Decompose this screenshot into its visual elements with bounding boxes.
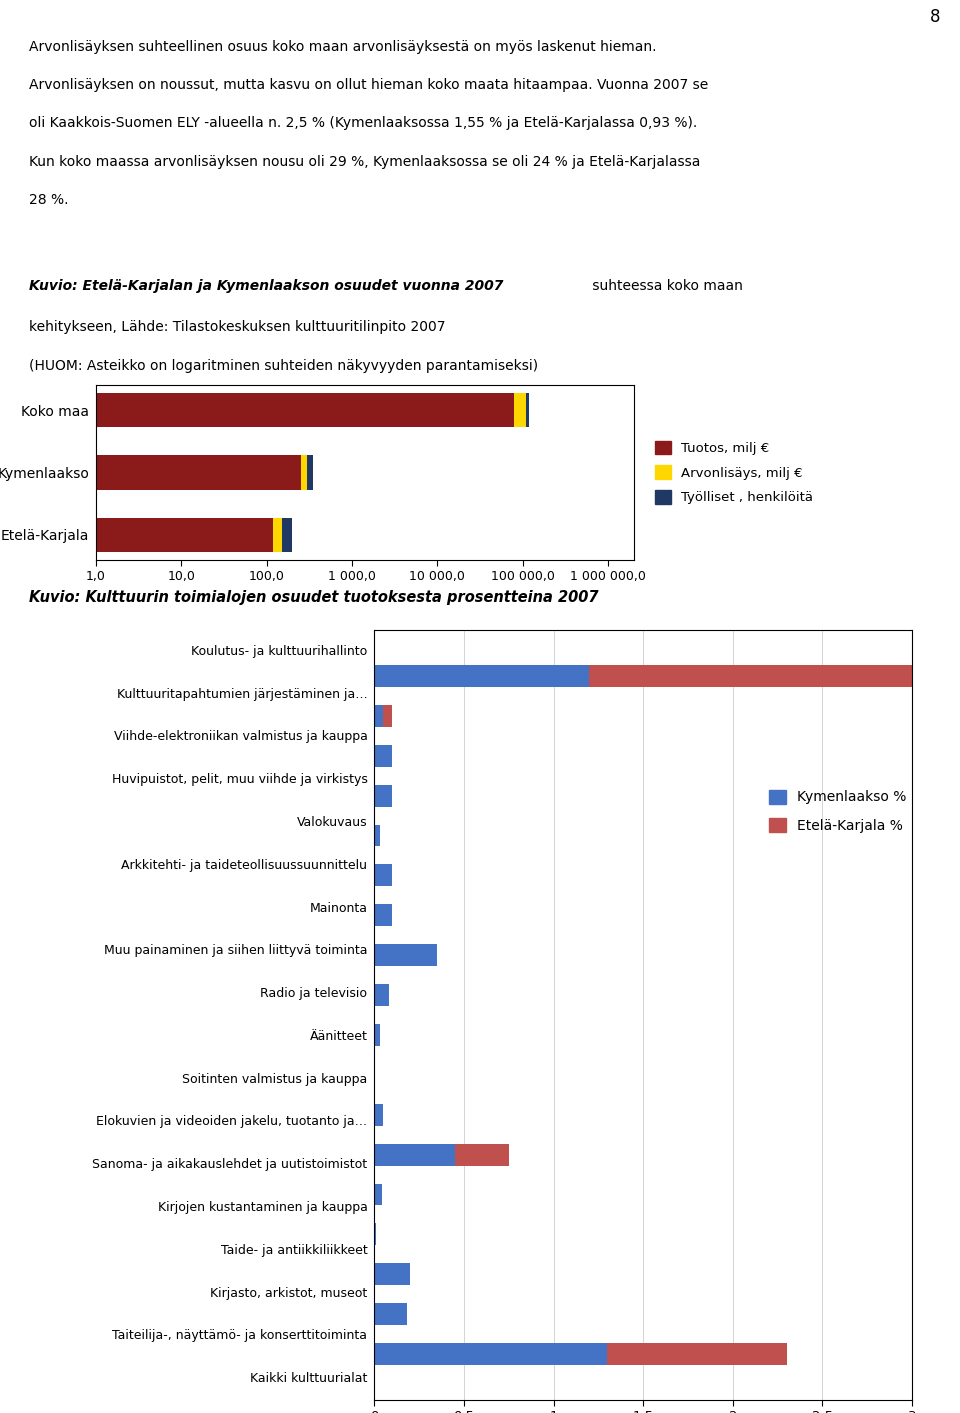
Text: Kuvio: Kulttuurin toimialojen osuudet tuotoksesta prosentteina 2007: Kuvio: Kulttuurin toimialojen osuudet tu… [29, 591, 598, 605]
Text: Kun koko maassa arvonlisäyksen nousu oli 29 %, Kymenlaaksossa se oli 24 % ja Ete: Kun koko maassa arvonlisäyksen nousu oli… [29, 154, 700, 168]
Bar [374, 1024, 380, 1046]
Bar [374, 784, 393, 807]
Text: Huvipuistot, pelit, muu viihde ja virkistys: Huvipuistot, pelit, muu viihde ja virkis… [111, 773, 368, 786]
Text: Elokuvien ja videoiden jakelu, tuotanto ja…: Elokuvien ja videoiden jakelu, tuotanto … [96, 1115, 368, 1129]
Text: Äänitteet: Äänitteet [310, 1030, 368, 1043]
Bar [300, 455, 307, 490]
Text: Muu painaminen ja siihen liittyvä toiminta: Muu painaminen ja siihen liittyvä toimin… [104, 944, 368, 958]
Bar [374, 825, 380, 846]
Bar [374, 666, 589, 687]
Bar [374, 1184, 381, 1205]
Bar [374, 865, 393, 886]
Bar [374, 1224, 376, 1245]
Bar [374, 944, 437, 966]
Bar [455, 1143, 509, 1166]
Bar [96, 455, 300, 490]
Text: Soitinten valmistus ja kauppa: Soitinten valmistus ja kauppa [182, 1072, 368, 1085]
Bar [589, 666, 960, 687]
Text: Sanoma- ja aikakauslehdet ja uutistoimistot: Sanoma- ja aikakauslehdet ja uutistoimis… [92, 1159, 368, 1171]
Bar [515, 393, 526, 427]
Bar [374, 1303, 407, 1325]
Text: 28 %.: 28 %. [29, 192, 68, 206]
Legend: Kymenlaakso %, Etelä-Karjala %: Kymenlaakso %, Etelä-Karjala % [764, 784, 912, 838]
Text: (HUOM: Asteikko on logaritminen suhteiden näkyvyyden parantamiseksi): (HUOM: Asteikko on logaritminen suhteide… [29, 359, 538, 373]
Text: Arvonlisäyksen suhteellinen osuus koko maan arvonlisäyksestä on myös laskenut hi: Arvonlisäyksen suhteellinen osuus koko m… [29, 40, 657, 54]
Bar [374, 983, 389, 1006]
Text: Arvonlisäyksen on noussut, mutta kasvu on ollut hieman koko maata hitaampaa. Vuo: Arvonlisäyksen on noussut, mutta kasvu o… [29, 78, 708, 92]
Bar [383, 705, 393, 726]
Bar [307, 455, 313, 490]
Text: Kuvio: Etelä-Karjalan ja Kymenlaakson osuudet vuonna 2007: Kuvio: Etelä-Karjalan ja Kymenlaakson os… [29, 278, 503, 292]
Text: suhteessa koko maan: suhteessa koko maan [588, 278, 743, 292]
Bar [281, 517, 293, 552]
Bar [274, 517, 281, 552]
Bar [374, 745, 393, 767]
Bar [608, 1344, 786, 1365]
Text: 8: 8 [930, 8, 941, 27]
Bar [96, 517, 274, 552]
Bar [374, 705, 383, 726]
Text: oli Kaakkois-Suomen ELY -alueella n. 2,5 % (Kymenlaaksossa 1,55 % ja Etelä-Karja: oli Kaakkois-Suomen ELY -alueella n. 2,5… [29, 116, 697, 130]
Text: Kaikki kulttuurialat: Kaikki kulttuurialat [251, 1372, 368, 1385]
Text: Viihde-elektroniikan valmistus ja kauppa: Viihde-elektroniikan valmistus ja kauppa [113, 731, 368, 743]
Text: Taide- ja antiikkiliikkeet: Taide- ja antiikkiliikkeet [221, 1243, 368, 1256]
Bar [374, 1143, 455, 1166]
Bar [374, 1263, 410, 1286]
Bar [374, 1104, 383, 1126]
Text: Kirjasto, arkistot, museot: Kirjasto, arkistot, museot [210, 1287, 368, 1300]
Text: Taiteilija-, näyttämö- ja konserttitoiminta: Taiteilija-, näyttämö- ja konserttitoimi… [112, 1330, 368, 1342]
Text: Radio ja televisio: Radio ja televisio [260, 988, 368, 1000]
Text: Kulttuuritapahtumien järjestäminen ja…: Kulttuuritapahtumien järjestäminen ja… [117, 688, 368, 701]
Text: Kirjojen kustantaminen ja kauppa: Kirjojen kustantaminen ja kauppa [157, 1201, 368, 1214]
Text: Valokuvaus: Valokuvaus [297, 815, 368, 829]
Text: Koulutus- ja kulttuurihallinto: Koulutus- ja kulttuurihallinto [191, 644, 368, 658]
Bar [526, 393, 529, 427]
Bar [374, 1344, 608, 1365]
Bar [96, 393, 515, 427]
Bar [374, 904, 393, 927]
Text: Mainonta: Mainonta [309, 901, 368, 914]
Legend: Tuotos, milj €, Arvonlisäys, milj €, Työlliset , henkilöitä: Tuotos, milj €, Arvonlisäys, milj €, Työ… [650, 435, 819, 510]
Text: kehitykseen, Lähde: Tilastokeskuksen kulttuuritilinpito 2007: kehitykseen, Lähde: Tilastokeskuksen kul… [29, 321, 445, 335]
Text: Arkkitehti- ja taideteollisuussuunnittelu: Arkkitehti- ja taideteollisuussuunnittel… [122, 859, 368, 872]
